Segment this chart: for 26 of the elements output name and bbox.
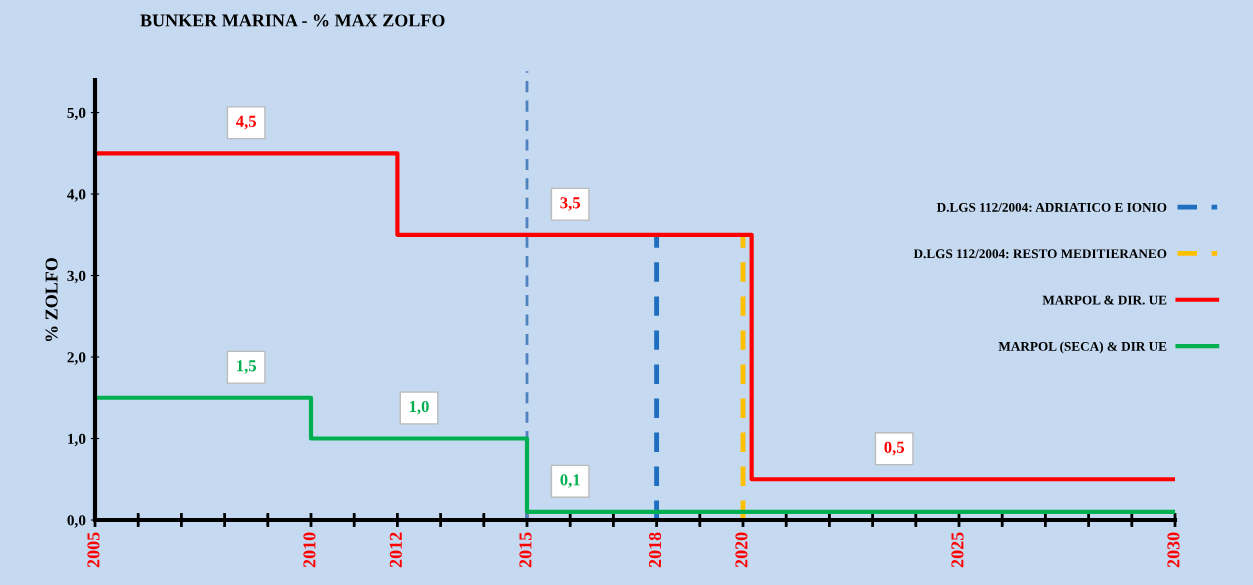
x-tick-label: 2018 <box>648 532 662 568</box>
chart-title: BUNKER MARINA - % MAX ZOLFO <box>140 14 445 27</box>
legend-label: MARPOL (SECA) & DIR UE <box>998 341 1167 354</box>
x-tick-label: 2012 <box>389 532 402 568</box>
y-tick-label: 3,0 <box>67 270 86 284</box>
annotation: 0,5 <box>884 441 905 456</box>
annotation: 1,0 <box>409 400 429 415</box>
y-axis-title: % ZOLFO <box>45 257 58 342</box>
y-tick-label: 0,0 <box>67 515 86 528</box>
y-tick-label: 1,0 <box>68 433 86 447</box>
annotation: 1,5 <box>237 360 257 374</box>
x-tick-label: 2005 <box>87 532 100 568</box>
x-tick-label: 2030 <box>1167 532 1180 568</box>
y-tick-label: 2,0 <box>67 352 86 365</box>
legend-label: D.LGS 112/2004: ADRIATICO E IONIO <box>936 202 1167 212</box>
x-tick-label: 2015 <box>519 532 532 568</box>
x-tick-label: 2020 <box>735 532 748 568</box>
annotation: 4,5 <box>236 115 257 130</box>
y-tick-label: 5,0 <box>67 107 86 121</box>
x-tick-label: 2010 <box>303 532 316 568</box>
y-tick-label: 4,0 <box>67 189 86 202</box>
x-tick-label: 2025 <box>951 532 964 568</box>
annotation: 3,5 <box>560 197 581 211</box>
annotation: 0,1 <box>560 474 580 488</box>
legend-label: MARPOL & DIR. UE <box>1042 295 1167 305</box>
legend-label: D.LGS 112/2004: RESTO MEDITIERANEO <box>913 249 1167 259</box>
